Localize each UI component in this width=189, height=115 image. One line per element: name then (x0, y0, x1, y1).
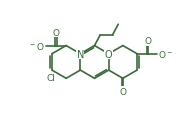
Text: O: O (145, 37, 152, 46)
Text: O$^-$: O$^-$ (158, 49, 173, 60)
Text: N: N (77, 49, 84, 59)
Text: O: O (119, 87, 126, 96)
Text: $^-$O: $^-$O (28, 41, 45, 52)
Text: O: O (53, 29, 60, 38)
Text: Cl: Cl (47, 73, 56, 82)
Text: O: O (105, 49, 112, 59)
